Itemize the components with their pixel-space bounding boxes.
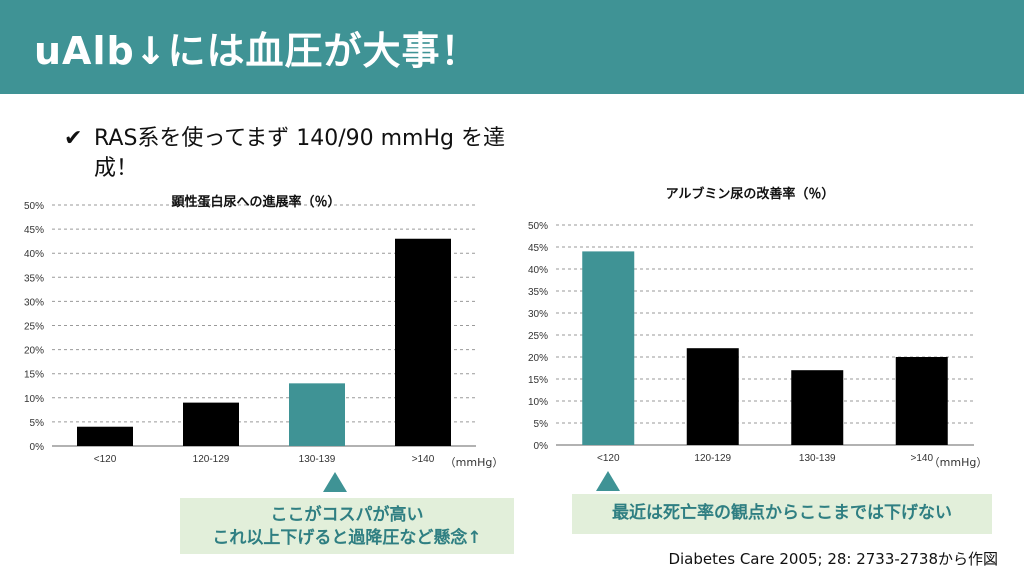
y-tick-label: 30%: [528, 309, 548, 320]
x-tick-label: 130-139: [799, 453, 836, 464]
y-tick-label: 25%: [528, 331, 548, 342]
bar: [895, 357, 948, 445]
bar: [183, 402, 239, 446]
y-tick-label: 50%: [528, 221, 548, 232]
x-tick-label: <120: [597, 453, 620, 464]
page-title: uAlb↓には血圧が大事！: [34, 29, 480, 73]
chart-title: 顕性蛋白尿への進展率（％）: [171, 194, 340, 210]
x-tick-label: <120: [94, 454, 117, 465]
y-tick-label: 40%: [528, 265, 548, 276]
bar: [686, 348, 739, 445]
bullet-text-line1: RAS系を使ってまず 140/90 mmHg を達: [94, 126, 505, 151]
callout-left-line1: ここがコスパが高い: [270, 505, 424, 525]
bar: [289, 383, 345, 446]
y-tick-label: 0%: [30, 442, 45, 453]
y-tick-label: 35%: [24, 273, 44, 284]
y-tick-label: 0%: [534, 441, 549, 452]
y-tick-label: 20%: [528, 353, 548, 364]
y-tick-label: 10%: [528, 397, 548, 408]
y-tick-label: 35%: [528, 287, 548, 298]
pointer-triangle-right: [596, 471, 620, 491]
source-citation: Diabetes Care 2005; 28: 2733-2738から作図: [668, 550, 998, 568]
y-tick-label: 25%: [24, 322, 44, 333]
y-tick-label: 15%: [528, 375, 548, 386]
x-tick-label: 130-139: [299, 454, 336, 465]
title-banner: uAlb↓には血圧が大事！: [0, 0, 1024, 94]
bar: [791, 370, 844, 445]
x-tick-label: >140: [412, 454, 435, 465]
bar: [77, 426, 133, 446]
x-unit-label: （mmHg）: [929, 456, 988, 469]
callout-right-text: 最近は死亡率の観点からここまでは下げない: [612, 503, 952, 523]
bar: [582, 251, 635, 445]
y-tick-label: 5%: [30, 418, 45, 429]
y-tick-label: 45%: [24, 225, 44, 236]
callout-right: 最近は死亡率の観点からここまでは下げない: [572, 494, 992, 534]
x-unit-label: （mmHg）: [445, 456, 504, 469]
pointer-triangle-left: [323, 472, 347, 492]
x-tick-label: 120-129: [193, 454, 230, 465]
chart-albuminuria: 0% 5% 10% 15% 20% 25% 30% 35% 40% 45% 50% <120 120-1…: [528, 186, 988, 469]
callout-left-line2: これ以上下げると過降圧など懸念↑: [212, 528, 482, 548]
y-tick-label: 15%: [24, 370, 44, 381]
chart-proteinuria: 0% 5% 10% 15% 20% 25% 30% 35% 40% 45% 50% <120 120-1…: [24, 194, 504, 469]
bullet-text-line2: 成！: [94, 156, 139, 181]
y-tick-label: 5%: [534, 419, 549, 430]
bar: [395, 238, 451, 446]
checkmark-icon: ✔: [64, 126, 83, 151]
chart-title: アルブミン尿の改善率（％）: [666, 186, 835, 202]
y-tick-label: 40%: [24, 249, 44, 260]
x-tick-label: >140: [910, 453, 933, 464]
y-tick-label: 20%: [24, 346, 44, 357]
bullet-point: ✔ RAS系を使ってまず 140/90 mmHg を達 成！: [64, 124, 604, 184]
y-tick-label: 50%: [24, 201, 44, 212]
y-tick-label: 30%: [24, 297, 44, 308]
x-tick-label: 120-129: [694, 453, 731, 464]
y-tick-label: 45%: [528, 243, 548, 254]
y-tick-label: 10%: [24, 394, 44, 405]
callout-left: ここがコスパが高い これ以上下げると過降圧など懸念↑: [180, 498, 514, 554]
